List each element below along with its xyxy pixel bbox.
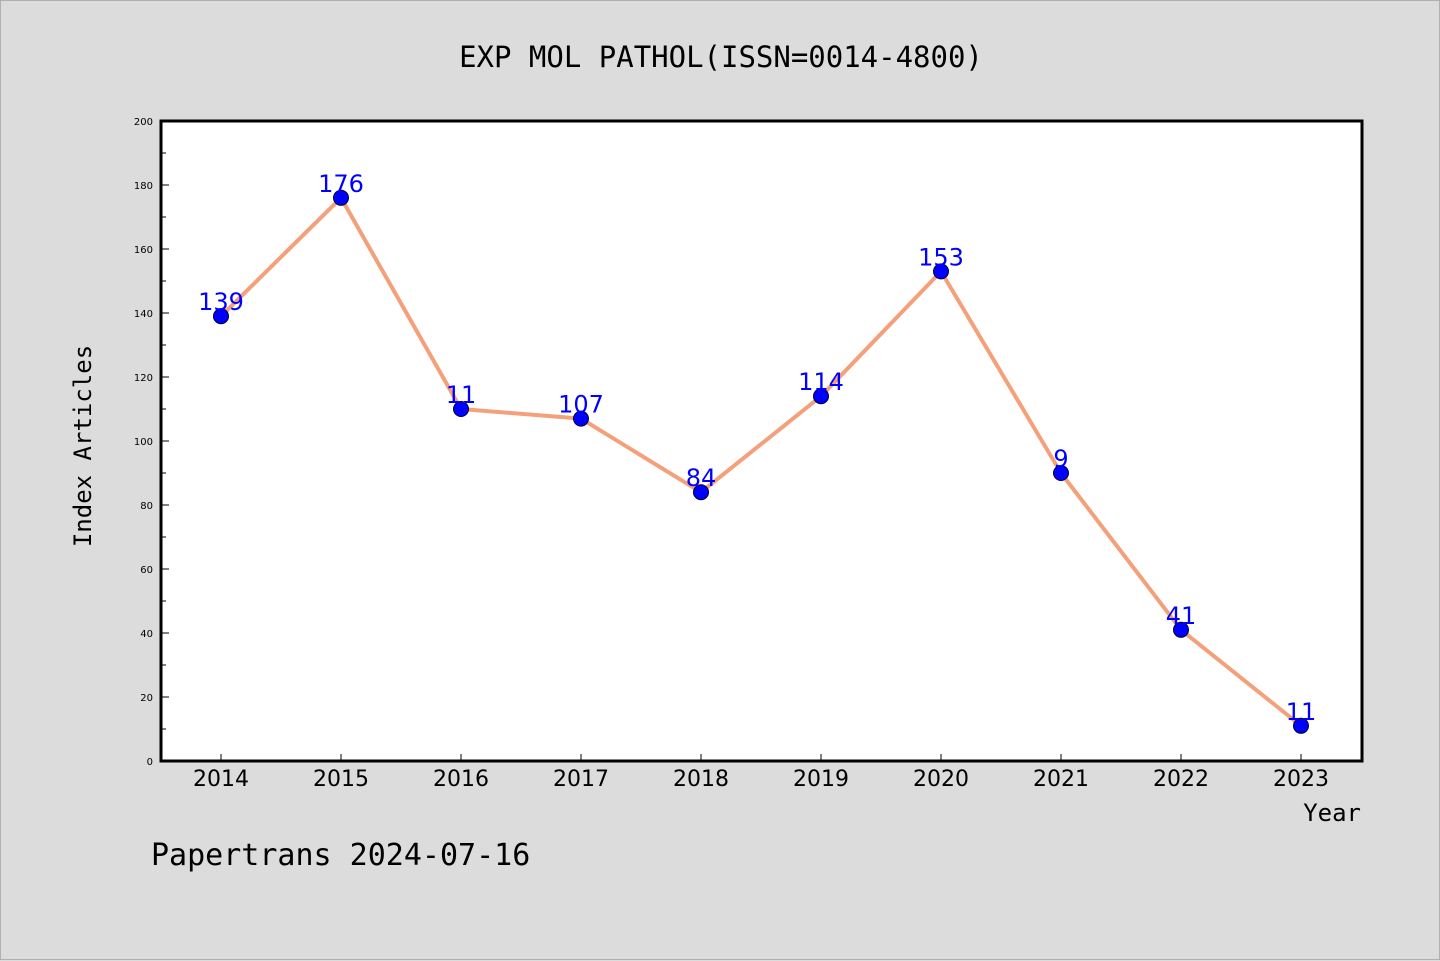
y-tick-label: 180 bbox=[134, 181, 153, 192]
data-point bbox=[933, 263, 949, 280]
y-tick-label: 20 bbox=[140, 693, 153, 704]
data-label: 107 bbox=[558, 391, 604, 419]
data-label: 11 bbox=[1286, 698, 1317, 726]
y-tick-label: 160 bbox=[134, 245, 153, 256]
data-label: 41 bbox=[1166, 602, 1197, 630]
data-label: 11 bbox=[446, 381, 477, 409]
footer-note: Papertrans 2024-07-16 bbox=[151, 838, 530, 873]
x-tick-label: 2020 bbox=[913, 767, 969, 792]
x-tick-label: 2023 bbox=[1273, 767, 1329, 792]
data-point bbox=[1053, 465, 1069, 481]
data-labels: 139 176 11 107 84 114 153 9 41 11 bbox=[198, 170, 1316, 726]
y-tick-label: 40 bbox=[140, 629, 153, 640]
x-tick-label: 2022 bbox=[1153, 767, 1209, 792]
x-tick-label: 2017 bbox=[553, 767, 609, 792]
data-point bbox=[213, 308, 229, 325]
x-axis-ticks: 2014 2015 2016 2017 2018 2019 2020 2021 2022 2023 bbox=[193, 754, 1329, 792]
x-axis-label: Year bbox=[1303, 799, 1361, 827]
data-label: 84 bbox=[686, 464, 717, 492]
data-label: 139 bbox=[198, 288, 244, 316]
y-tick-label: 120 bbox=[134, 373, 153, 384]
data-point bbox=[573, 410, 589, 427]
chart-title: EXP MOL PATHOL(ISSN=0014-4800) bbox=[459, 40, 983, 74]
data-label: 153 bbox=[918, 243, 964, 271]
x-tick-label: 2016 bbox=[433, 767, 489, 792]
x-tick-label: 2014 bbox=[193, 767, 249, 792]
series-layer bbox=[213, 189, 1309, 734]
data-label: 9 bbox=[1053, 445, 1068, 473]
data-point bbox=[813, 388, 829, 405]
y-tick-label: 140 bbox=[134, 309, 153, 320]
data-label: 176 bbox=[318, 170, 364, 198]
data-point bbox=[1173, 621, 1189, 638]
data-point bbox=[453, 401, 469, 417]
y-tick-label: 200 bbox=[134, 117, 153, 128]
data-label: 114 bbox=[798, 368, 844, 396]
x-tick-label: 2021 bbox=[1033, 767, 1089, 792]
series-line bbox=[219, 195, 1303, 728]
y-tick-label: 80 bbox=[140, 501, 153, 512]
data-point bbox=[333, 189, 349, 206]
data-point bbox=[693, 484, 709, 501]
x-tick-label: 2015 bbox=[313, 767, 369, 792]
y-tick-label: 100 bbox=[134, 437, 153, 448]
y-axis-label: Index Articles bbox=[69, 345, 97, 547]
y-tick-label: 0 bbox=[147, 757, 153, 768]
plot-area bbox=[159, 119, 1364, 763]
data-point bbox=[1293, 717, 1309, 734]
y-tick-label: 60 bbox=[140, 565, 153, 576]
x-tick-label: 2019 bbox=[793, 767, 849, 792]
x-tick-label: 2018 bbox=[673, 767, 729, 792]
y-axis-ticks: 0 20 40 60 80 100 120 140 160 180 200 bbox=[134, 117, 169, 768]
